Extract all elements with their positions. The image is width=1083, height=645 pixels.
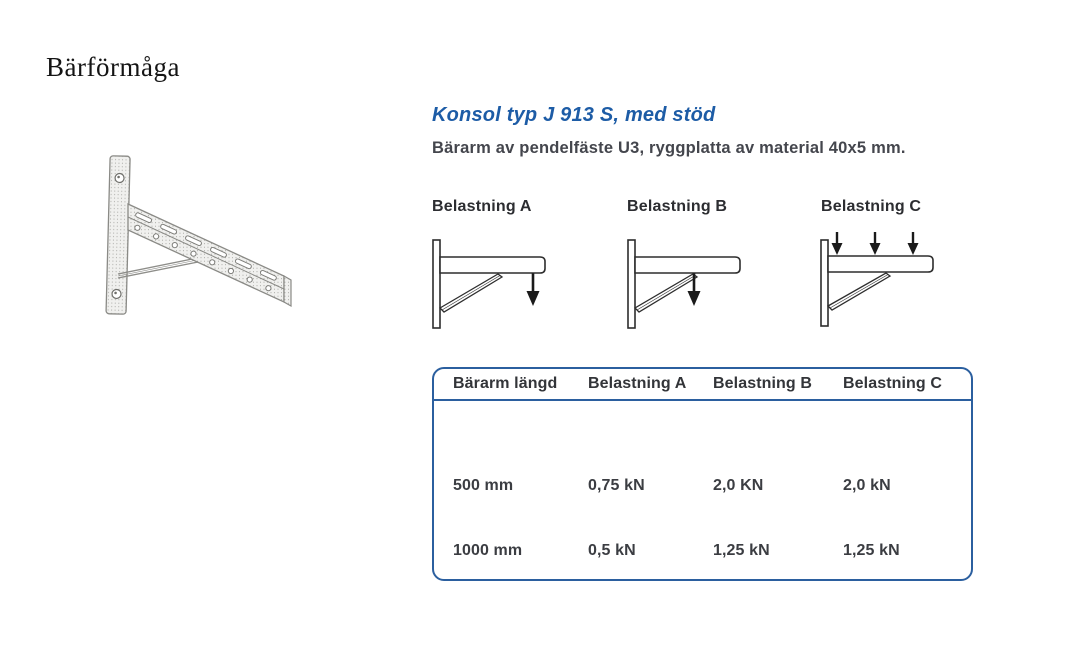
load-diagram-b [627,239,741,329]
down-arrow-icon [831,232,843,255]
down-arrow-icon [526,273,540,306]
load-case-b-label: Belastning B [627,198,728,215]
table-cell: 1,25 kN [713,542,770,559]
wall-post [432,239,441,329]
table-header-cell: Belastning C [843,375,942,392]
down-arrow-icon [907,232,919,255]
product-heading: Konsol typ J 913 S, med stöd [432,104,716,126]
table-cell: 1000 mm [453,542,523,559]
table-cell: 2,0 KN [713,477,764,494]
down-arrow-icon [869,232,881,255]
load-case-c-label: Belastning C [821,198,922,215]
table-header-cell: Bärarm längd [453,375,558,392]
table-header-cell: Belastning B [713,375,812,392]
load-diagram-c [820,232,934,327]
bracket-arm [827,255,934,273]
table-header-cell: Belastning A [588,375,687,392]
table-cell: 2,0 kN [843,477,891,494]
load-diagram-a [432,239,546,329]
load-case-a-label: Belastning A [432,198,532,215]
load-capacity-table: Bärarm längd Belastning A Belastning B B… [432,367,973,581]
table-header-row: Bärarm längd Belastning A Belastning B B… [434,369,971,401]
product-subheading: Bärarm av pendelfäste U3, ryggplatta av … [432,139,906,157]
wall-post [627,239,636,329]
table-cell: 0,75 kN [588,477,645,494]
table-row: 500 mm 0,75 kN 2,0 KN 2,0 kN [434,471,971,501]
down-arrow-icon [687,273,701,306]
bracket-back-plate [105,155,131,315]
table-cell: 500 mm [453,477,514,494]
table-cell: 1,25 kN [843,542,900,559]
bracket-arm [127,202,292,308]
bracket-arm [439,256,546,274]
bracket-illustration [105,155,292,315]
page-title: Bärförmåga [46,52,180,82]
table-cell: 0,5 kN [588,542,636,559]
wall-post [820,239,829,327]
bracket-arm [634,256,741,274]
table-row: 1000 mm 0,5 kN 1,25 kN 1,25 kN [434,536,971,566]
